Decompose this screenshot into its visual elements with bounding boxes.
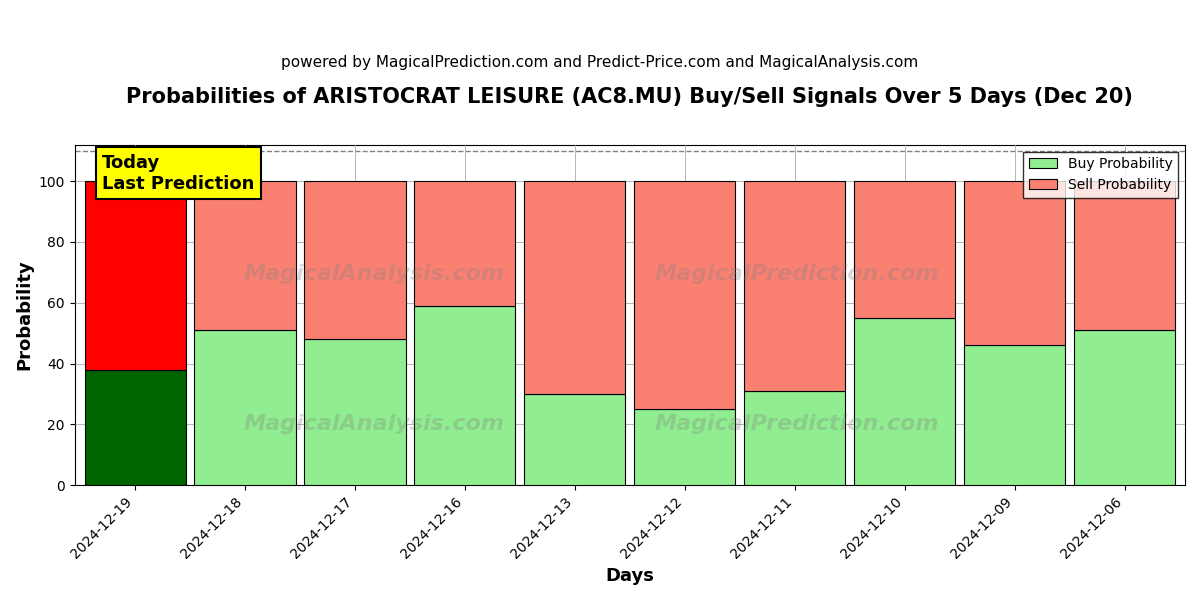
- X-axis label: Days: Days: [605, 567, 654, 585]
- Bar: [84, 181, 186, 370]
- Bar: [305, 339, 406, 485]
- Bar: [524, 394, 625, 485]
- Text: MagicalAnalysis.com: MagicalAnalysis.com: [244, 414, 505, 434]
- Bar: [84, 370, 186, 485]
- Bar: [744, 181, 845, 391]
- Bar: [635, 409, 736, 485]
- Text: MagicalPrediction.com: MagicalPrediction.com: [654, 264, 938, 284]
- Bar: [194, 181, 295, 330]
- Y-axis label: Probability: Probability: [16, 260, 34, 370]
- Legend: Buy Probability, Sell Probability: Buy Probability, Sell Probability: [1024, 152, 1178, 197]
- Bar: [1074, 330, 1175, 485]
- Title: Probabilities of ARISTOCRAT LEISURE (AC8.MU) Buy/Sell Signals Over 5 Days (Dec 2: Probabilities of ARISTOCRAT LEISURE (AC8…: [126, 87, 1133, 107]
- Bar: [414, 306, 516, 485]
- Bar: [305, 181, 406, 339]
- Bar: [854, 181, 955, 318]
- Bar: [194, 330, 295, 485]
- Bar: [744, 391, 845, 485]
- Bar: [964, 181, 1066, 346]
- Bar: [1074, 181, 1175, 330]
- Text: Today
Last Prediction: Today Last Prediction: [102, 154, 254, 193]
- Bar: [854, 318, 955, 485]
- Text: MagicalAnalysis.com: MagicalAnalysis.com: [244, 264, 505, 284]
- Bar: [635, 181, 736, 409]
- Bar: [524, 181, 625, 394]
- Bar: [414, 181, 516, 306]
- Text: powered by MagicalPrediction.com and Predict-Price.com and MagicalAnalysis.com: powered by MagicalPrediction.com and Pre…: [281, 55, 919, 70]
- Text: MagicalPrediction.com: MagicalPrediction.com: [654, 414, 938, 434]
- Bar: [964, 346, 1066, 485]
